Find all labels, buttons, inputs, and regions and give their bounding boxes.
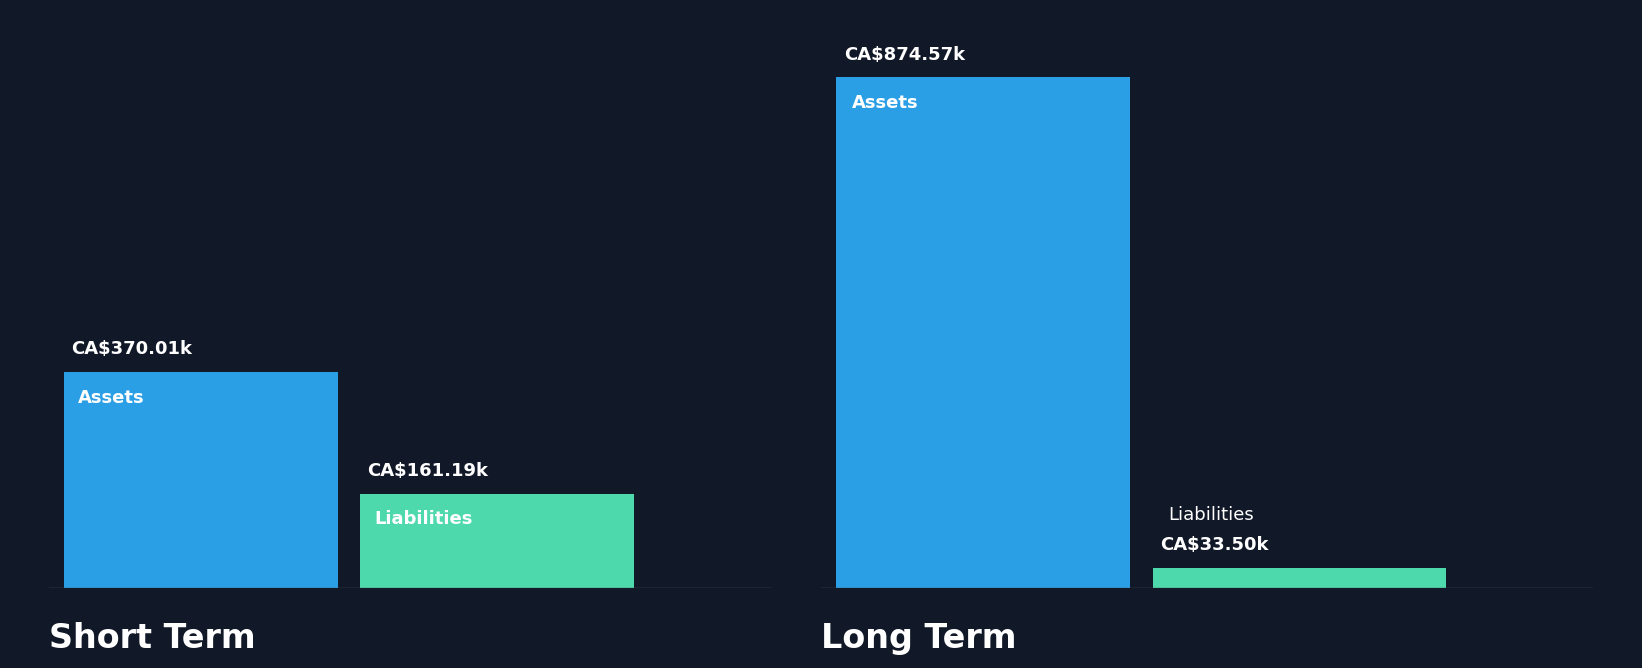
- Text: CA$874.57k: CA$874.57k: [844, 45, 965, 63]
- Bar: [360, 494, 634, 588]
- Bar: [64, 372, 338, 588]
- Text: Assets: Assets: [79, 389, 144, 407]
- Bar: [1153, 568, 1447, 588]
- Text: CA$33.50k: CA$33.50k: [1161, 536, 1269, 554]
- Text: CA$370.01k: CA$370.01k: [71, 340, 192, 358]
- Text: Liabilities: Liabilities: [1169, 506, 1254, 524]
- Bar: [836, 77, 1130, 588]
- Text: Short Term: Short Term: [49, 622, 256, 655]
- Text: Assets: Assets: [852, 94, 918, 112]
- Text: Liabilities: Liabilities: [374, 510, 473, 528]
- Text: Long Term: Long Term: [821, 622, 1016, 655]
- Text: CA$161.19k: CA$161.19k: [368, 462, 488, 480]
